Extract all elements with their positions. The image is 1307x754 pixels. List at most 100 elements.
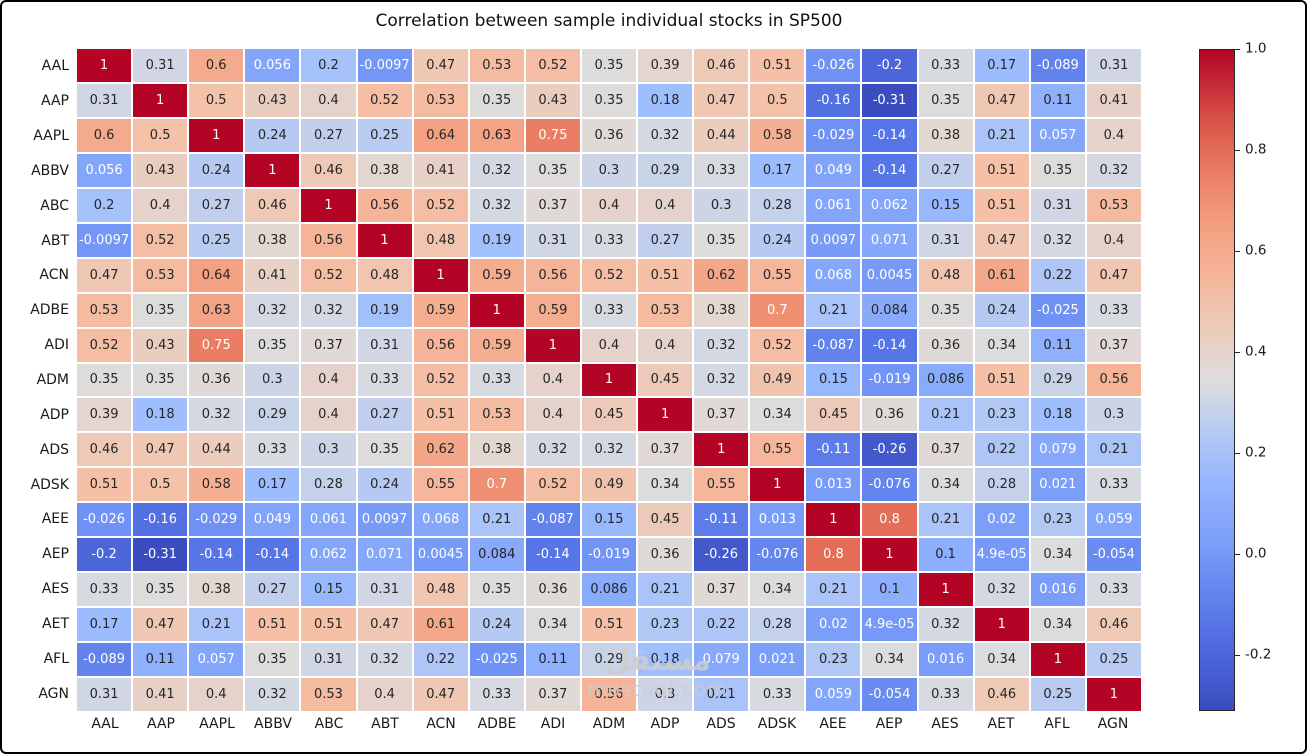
heatmap-cell: -0.14 — [862, 118, 917, 152]
heatmap-cell: 0.45 — [806, 398, 861, 432]
heatmap-cell: 0.33 — [469, 678, 524, 711]
heatmap-cell: 0.32 — [301, 293, 356, 327]
heatmap-cell: 0.46 — [77, 433, 132, 467]
heatmap-cell: 0.53 — [413, 83, 468, 117]
heatmap-cell: 0.18 — [638, 643, 693, 677]
heatmap-cell: -0.029 — [806, 118, 861, 152]
heatmap-cell: 0.33 — [694, 153, 749, 187]
heatmap-cell: 0.35 — [469, 573, 524, 607]
heatmap-cell: 0.32 — [189, 398, 244, 432]
heatmap-cell: 0.41 — [245, 258, 300, 292]
heatmap-cell: 0.27 — [245, 573, 300, 607]
colorbar-tick-label: 0.2 — [1245, 444, 1267, 461]
heatmap-cell: 0.31 — [1030, 188, 1085, 222]
heatmap-cell: -0.14 — [525, 538, 580, 572]
heatmap-cell: 0.25 — [189, 223, 244, 257]
heatmap-cell: 0.43 — [133, 328, 188, 362]
heatmap-cell: 0.21 — [806, 293, 861, 327]
heatmap-cell: 0.29 — [1030, 363, 1085, 397]
heatmap-cell: 0.56 — [301, 223, 356, 257]
colorbar-tick-label: 0.0 — [1245, 546, 1267, 563]
colorbar-tick — [1235, 49, 1240, 50]
heatmap-cell: 0.059 — [1086, 503, 1141, 537]
heatmap-cell: 0.33 — [581, 293, 637, 327]
heatmap-cell: 0.086 — [918, 363, 973, 397]
heatmap-cell: 0.5 — [750, 83, 805, 117]
heatmap-cell: 0.32 — [638, 118, 693, 152]
heatmap-cell: 0.51 — [638, 258, 693, 292]
heatmap-cell: -0.16 — [806, 83, 861, 117]
heatmap-cell: 0.17 — [974, 49, 1029, 82]
heatmap-cell: 0.32 — [1030, 223, 1085, 257]
heatmap-cell: 0.56 — [581, 678, 637, 711]
heatmap-cell: 0.29 — [245, 398, 300, 432]
heatmap-cell: 0.75 — [525, 118, 580, 152]
heatmap-cell: 0.31 — [357, 328, 412, 362]
x-tick-label: ADBE — [477, 716, 517, 732]
heatmap-cell: 0.4 — [1086, 223, 1141, 257]
y-tick-label: ADI — [44, 337, 70, 354]
heatmap-cell: 0.34 — [862, 643, 917, 677]
heatmap-cell: 0.35 — [525, 153, 580, 187]
heatmap-cell: -0.31 — [862, 83, 917, 117]
y-tick-label: ABBV — [31, 162, 69, 179]
heatmap-cell: 0.21 — [974, 118, 1029, 152]
heatmap-cell: 0.35 — [469, 83, 524, 117]
heatmap-cell: 0.43 — [133, 153, 188, 187]
heatmap-cell: 1 — [581, 363, 637, 397]
heatmap-cell: 0.56 — [1086, 363, 1141, 397]
heatmap-cell: 0.75 — [189, 328, 244, 362]
heatmap-cell: 0.56 — [357, 188, 412, 222]
heatmap-cell: 0.21 — [918, 398, 973, 432]
heatmap-cell: 0.32 — [581, 433, 637, 467]
heatmap-cell: 0.58 — [750, 118, 805, 152]
heatmap-cell: 0.4 — [638, 188, 693, 222]
heatmap-cell: 0.59 — [525, 293, 580, 327]
x-tick-label: ADI — [540, 716, 566, 732]
heatmap-cell: 0.062 — [301, 538, 356, 572]
heatmap-cell: 0.32 — [694, 328, 749, 362]
heatmap-cell: 0.39 — [77, 398, 132, 432]
heatmap-cell: 0.52 — [413, 363, 468, 397]
heatmap-cell: 0.33 — [1086, 468, 1141, 502]
heatmap-cell: 1 — [694, 433, 749, 467]
heatmap-cell: 0.4 — [357, 678, 412, 711]
heatmap-cell: 0.061 — [301, 503, 356, 537]
heatmap-cell: 0.62 — [694, 258, 749, 292]
heatmap-cell: 0.51 — [974, 153, 1029, 187]
heatmap-cell: -0.089 — [77, 643, 132, 677]
heatmap-cell: 0.062 — [862, 188, 917, 222]
heatmap-cell: 0.21 — [469, 503, 524, 537]
heatmap-cell: 0.53 — [133, 258, 188, 292]
heatmap-cell: -0.026 — [77, 503, 132, 537]
heatmap-cell: 0.084 — [469, 538, 524, 572]
y-tick-label: ADM — [36, 372, 69, 389]
heatmap-cell: 0.47 — [133, 608, 188, 642]
heatmap-cell: 1 — [918, 573, 973, 607]
heatmap-cell: 0.31 — [301, 643, 356, 677]
heatmap-cell: 0.32 — [694, 363, 749, 397]
heatmap-cell: 0.29 — [581, 643, 637, 677]
heatmap-cell: 0.34 — [974, 643, 1029, 677]
heatmap-cell: 0.057 — [189, 643, 244, 677]
heatmap-cell: 0.51 — [413, 398, 468, 432]
heatmap-cell: 0.7 — [750, 293, 805, 327]
heatmap-cell: 0.25 — [357, 118, 412, 152]
heatmap-cell: 1 — [750, 468, 805, 502]
x-axis-tick-labels: AAL AAP AAPL ABBV ABC ABT ACN ADBE ADI ADM ADP ADS A… — [77, 716, 1141, 738]
heatmap-cell: 0.38 — [469, 433, 524, 467]
x-tick-label: ABT — [371, 716, 399, 732]
heatmap-cell: 0.37 — [525, 678, 580, 711]
heatmap-cell: 0.64 — [413, 118, 468, 152]
heatmap-cell: 1 — [1030, 643, 1085, 677]
heatmap-cell: 0.36 — [862, 398, 917, 432]
heatmap-cell: 0.18 — [133, 398, 188, 432]
x-tick-label: AAL — [91, 716, 119, 732]
heatmap-cell: 1 — [77, 49, 132, 82]
heatmap-cell: 0.45 — [581, 398, 637, 432]
heatmap-cell: 0.48 — [413, 573, 468, 607]
heatmap-cell: 0.49 — [750, 363, 805, 397]
heatmap-cell: 0.33 — [77, 573, 132, 607]
heatmap-cell: 0.25 — [1086, 643, 1141, 677]
heatmap-cell: 0.35 — [245, 328, 300, 362]
